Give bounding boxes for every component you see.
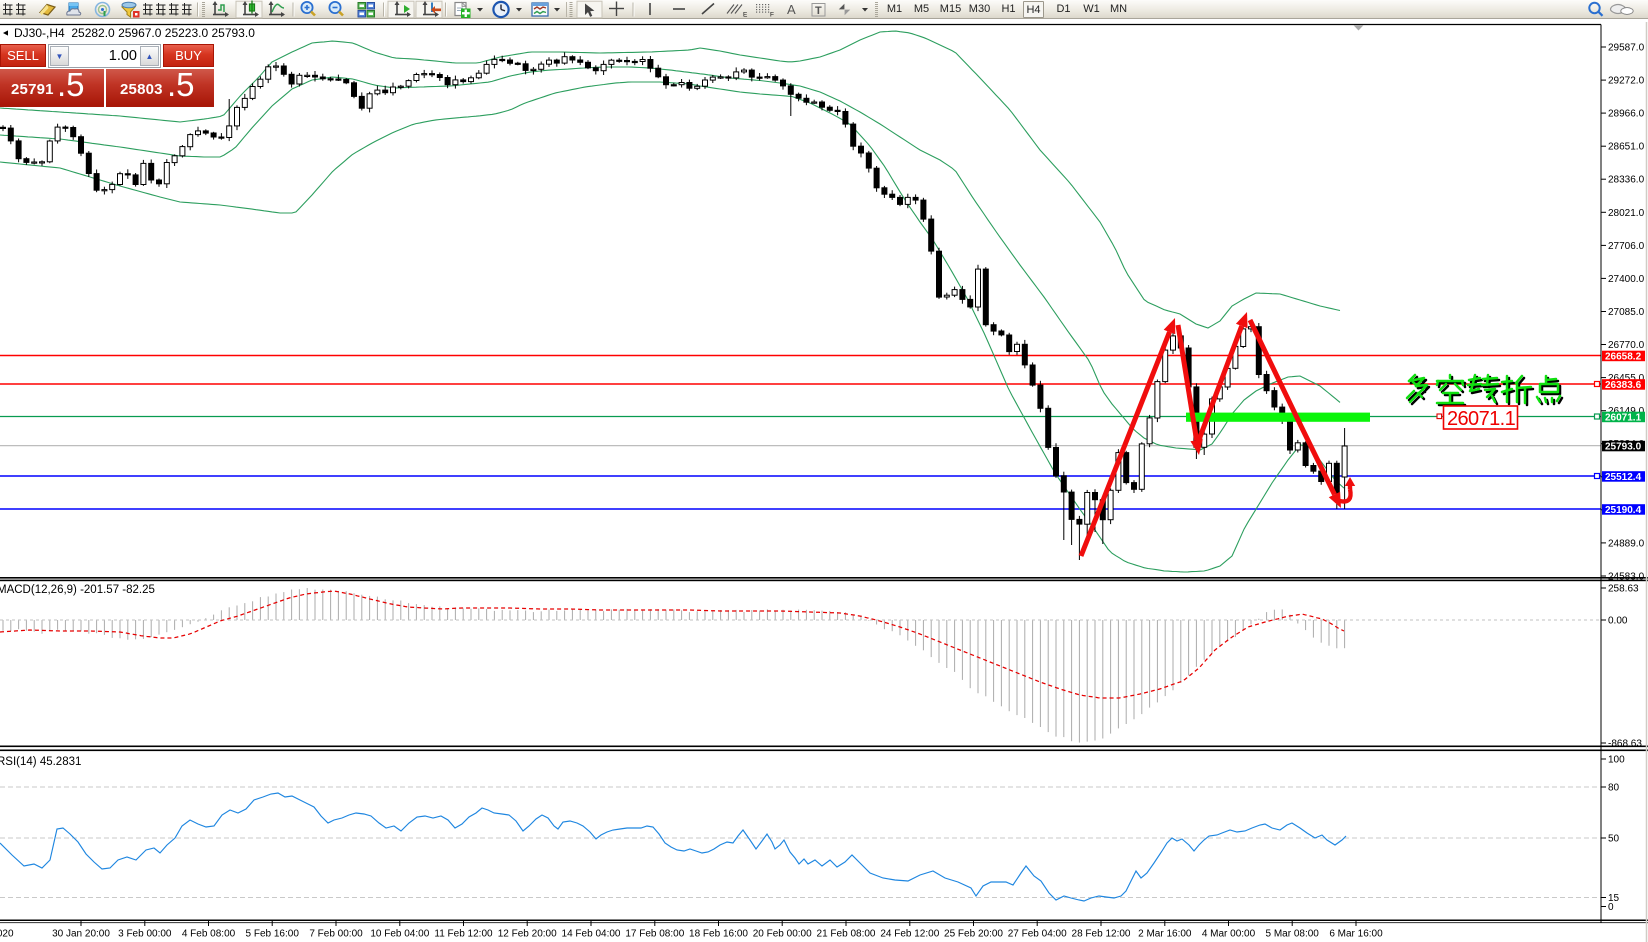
svg-text:28651.0: 28651.0 [1608,142,1645,153]
svg-text:28 Feb 12:00: 28 Feb 12:00 [1072,929,1131,940]
svg-text:DJ30-,H4 25282.0 25967.0 2522: DJ30-,H4 25282.0 25967.0 25223.0 25793.0 [14,26,255,40]
svg-text:27085.0: 27085.0 [1608,307,1645,318]
svg-text:E: E [743,12,748,19]
svg-text:F: F [770,12,774,19]
svg-text:17 Feb 08:00: 17 Feb 08:00 [625,929,684,940]
svg-text:100: 100 [1608,755,1625,766]
svg-text:6 Mar 16:00: 6 Mar 16:00 [1329,929,1383,940]
svg-text:258.63: 258.63 [1608,584,1639,595]
svg-text:28336.0: 28336.0 [1608,175,1645,186]
svg-text:29 Jan 2020: 29 Jan 2020 [0,929,14,940]
svg-text:25512.4: 25512.4 [1605,472,1642,483]
svg-text:28021.0: 28021.0 [1608,208,1645,219]
svg-text:15: 15 [1608,893,1620,904]
svg-text:5 Mar 08:00: 5 Mar 08:00 [1266,929,1320,940]
svg-text:MACD(12,26,9) -201.57 -82.25: MACD(12,26,9) -201.57 -82.25 [0,584,155,596]
svg-text:24 Feb 12:00: 24 Feb 12:00 [880,929,939,940]
svg-text:27400.0: 27400.0 [1608,274,1645,285]
svg-text:4 Mar 00:00: 4 Mar 00:00 [1202,929,1256,940]
svg-text:T: T [815,5,822,17]
svg-text:3 Feb 00:00: 3 Feb 00:00 [118,929,172,940]
svg-text:10 Feb 04:00: 10 Feb 04:00 [370,929,429,940]
svg-text:26770.0: 26770.0 [1608,340,1645,351]
svg-text:RSI(14) 45.2831: RSI(14) 45.2831 [0,756,81,768]
svg-text:11 Feb 12:00: 11 Feb 12:00 [434,929,493,940]
svg-text:12 Feb 20:00: 12 Feb 20:00 [498,929,557,940]
svg-text:0: 0 [1608,902,1614,913]
svg-text:7 Feb 00:00: 7 Feb 00:00 [309,929,363,940]
svg-text:29587.0: 29587.0 [1608,43,1645,54]
svg-text:24889.0: 24889.0 [1608,538,1645,549]
svg-text:18 Feb 16:00: 18 Feb 16:00 [689,929,748,940]
svg-text:14 Feb 04:00: 14 Feb 04:00 [562,929,621,940]
svg-text:4 Feb 08:00: 4 Feb 08:00 [182,929,236,940]
svg-text:24583.0: 24583.0 [1608,572,1645,583]
svg-text:26658.2: 26658.2 [1605,351,1642,362]
svg-text:26071.1: 26071.1 [1447,408,1516,430]
svg-text:26383.6: 26383.6 [1605,380,1642,391]
svg-text:30 Jan 20:00: 30 Jan 20:00 [52,929,110,940]
svg-text:28966.0: 28966.0 [1608,109,1645,120]
svg-text:20 Feb 00:00: 20 Feb 00:00 [753,929,812,940]
svg-text:-868.63: -868.63 [1608,739,1642,750]
svg-text:29272.0: 29272.0 [1608,76,1645,87]
svg-text:0.00: 0.00 [1608,616,1628,627]
svg-text:26455.0: 26455.0 [1608,373,1645,384]
svg-text:A: A [787,2,796,17]
svg-text:25793.0: 25793.0 [1605,441,1642,452]
svg-text:25190.4: 25190.4 [1605,505,1642,516]
svg-text:2 Mar 16:00: 2 Mar 16:00 [1138,929,1192,940]
svg-text:5 Feb 16:00: 5 Feb 16:00 [246,929,300,940]
svg-text:21 Feb 08:00: 21 Feb 08:00 [817,929,876,940]
svg-text:25 Feb 20:00: 25 Feb 20:00 [944,929,1003,940]
svg-text:27 Feb 04:00: 27 Feb 04:00 [1008,929,1067,940]
svg-text:80: 80 [1608,783,1620,794]
svg-text:26071.1: 26071.1 [1605,412,1642,423]
svg-text:27706.0: 27706.0 [1608,241,1645,252]
svg-text:50: 50 [1608,834,1620,845]
